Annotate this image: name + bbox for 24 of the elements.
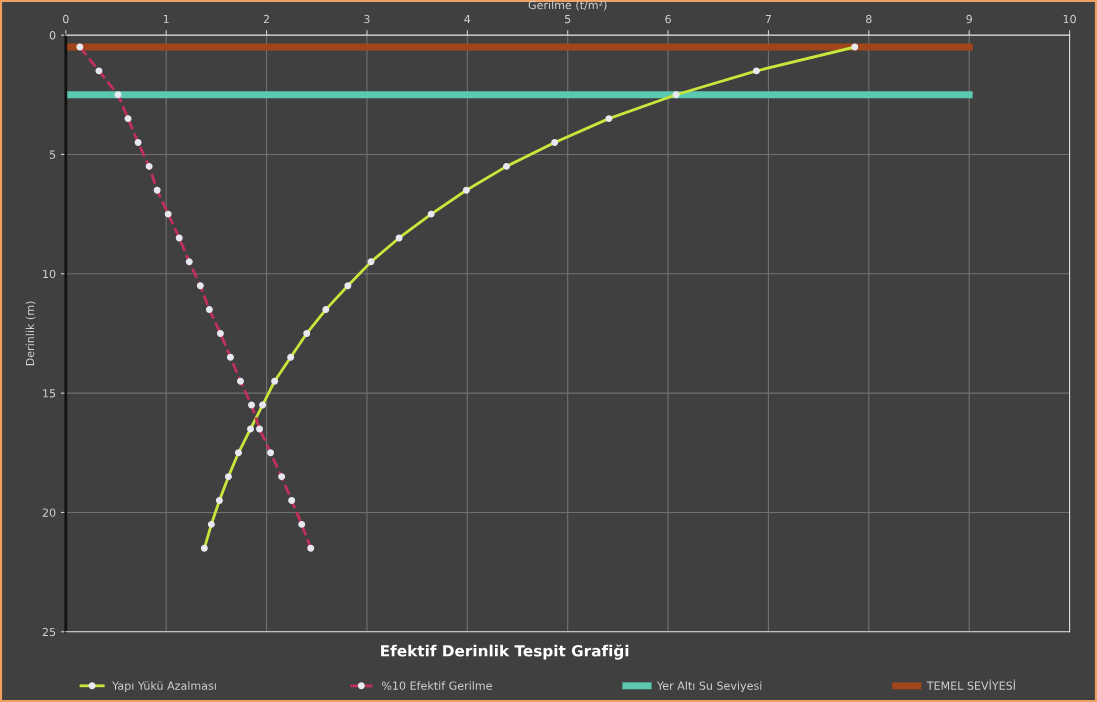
x-tick-label: 2: [263, 14, 269, 24]
legend-label: Yapı Yükü Azalması: [112, 681, 216, 692]
x-tick-label: 10: [1063, 14, 1076, 24]
y-tick-label: 0: [49, 31, 56, 40]
x-tick-label: 0: [63, 14, 69, 24]
legend-label: %10 Efektif Gerilme: [381, 681, 492, 690]
y-tick-label: 25: [42, 627, 56, 637]
y-tick-label: 20: [42, 508, 56, 517]
x-tick-label: 7: [765, 14, 772, 24]
y-axis-title: Derinlik (m): [25, 301, 36, 366]
y-tick-label: 5: [49, 150, 56, 159]
x-tick-label: 1: [163, 14, 169, 24]
legend-label: TEMEL SEVİYESİ: [926, 679, 1015, 690]
y-tick-label: 10: [43, 269, 56, 279]
text: Efektif Derinlik Tespit Grafiği: [381, 644, 629, 660]
x-tick-label: 6: [665, 14, 671, 24]
x-tick-label: 9: [966, 14, 972, 24]
x-axis-title: Gerilme (t/m²): [528, 0, 607, 11]
x-tick-label: 5: [565, 14, 571, 24]
x-tick-label: 3: [364, 14, 370, 24]
x-tick-label: 8: [866, 14, 872, 24]
x-tick-label: 4: [464, 14, 471, 24]
y-tick-label: 15: [43, 389, 56, 398]
legend-label: Yer Altı Su Seviyesi: [656, 681, 762, 692]
